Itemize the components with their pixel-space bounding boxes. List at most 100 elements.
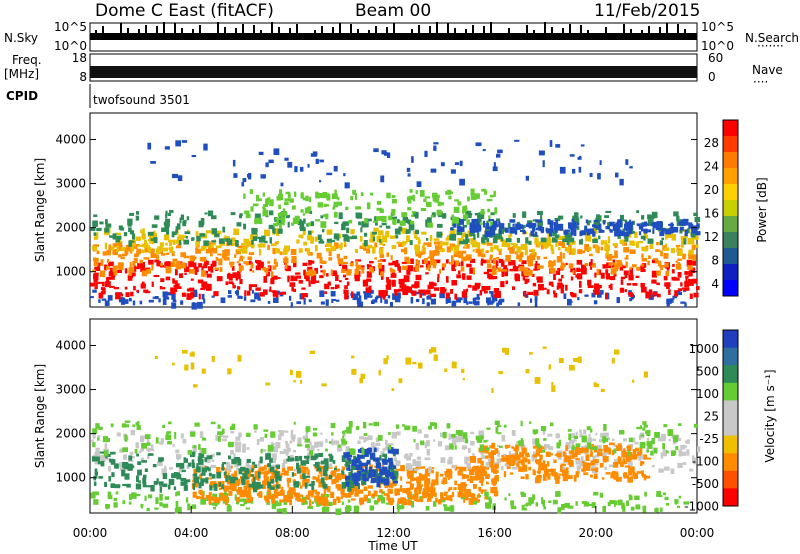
echo-cell: [116, 244, 123, 251]
echo-cell: [377, 259, 383, 263]
echo-cell: [330, 491, 335, 499]
echo-cell: [461, 291, 468, 298]
echo-cell: [675, 244, 681, 248]
echo-cell: [277, 212, 283, 217]
echo-cell: [427, 264, 431, 267]
freq-ytick-top: 18: [72, 51, 87, 65]
echo-cell: [335, 299, 340, 302]
echo-cell: [369, 505, 374, 511]
echo-cell: [557, 282, 563, 289]
echo-cell: [396, 292, 401, 299]
echo-cell: [583, 502, 589, 507]
colorbar-tick-label: 25: [704, 410, 719, 424]
echo-cell: [461, 250, 467, 254]
echo-cell: [250, 500, 254, 504]
echo-cell: [273, 228, 276, 234]
echo-cell: [208, 266, 212, 272]
nsky-spike: [253, 25, 255, 33]
echo-cell: [678, 423, 682, 427]
echo-cell: [145, 434, 151, 440]
echo-cell: [326, 243, 333, 248]
echo-cell: [565, 284, 568, 291]
echo-cell: [496, 474, 499, 482]
echo-cell: [675, 263, 682, 270]
echo-cell: [203, 298, 206, 304]
echo-cell: [413, 469, 417, 473]
echo-cell: [370, 231, 376, 239]
echo-cell: [391, 195, 396, 199]
echo-cell: [205, 248, 211, 254]
echo-cell: [285, 265, 291, 272]
echo-cell: [641, 286, 647, 293]
echo-cell: [271, 243, 277, 247]
echo-cell: [344, 293, 349, 300]
echo-cell: [674, 290, 679, 297]
echo-cell: [647, 444, 653, 449]
echo-cell: [546, 289, 550, 295]
echo-cell: [355, 425, 360, 430]
echo-cell: [569, 452, 573, 459]
echo-cell: [151, 224, 158, 228]
echo-cell: [275, 262, 278, 267]
echo-cell: [415, 298, 420, 303]
echo-cell: [112, 265, 117, 273]
echo-cell: [324, 476, 329, 480]
echo-cell: [619, 287, 625, 293]
echo-cell: [110, 451, 116, 455]
echo-cell: [474, 212, 479, 216]
echo-cell: [169, 467, 174, 470]
echo-cell: [273, 258, 277, 265]
echo-cell: [295, 371, 302, 378]
echo-cell: [367, 473, 373, 479]
echo-cell: [584, 263, 589, 267]
echo-cell: [656, 241, 659, 246]
echo-cell: [555, 144, 561, 148]
echo-cell: [694, 216, 701, 223]
echo-cell: [673, 435, 679, 443]
time-axis-ticks: 00:00 04:00 08:00 12:00 16:00 20:00 00:00: [73, 506, 714, 540]
echo-cell: [434, 422, 437, 429]
echo-cell: [455, 260, 460, 266]
echo-cell: [487, 269, 492, 273]
echo-cell: [259, 437, 264, 442]
nsearch-ytick-top: 10^5: [701, 20, 734, 34]
echo-cell: [472, 497, 478, 501]
echo-cell: [446, 276, 449, 283]
echo-cell: [542, 430, 546, 435]
echo-cell: [576, 467, 581, 475]
echo-cell: [377, 434, 383, 441]
echo-cell: [299, 379, 302, 384]
echo-cell: [373, 227, 379, 232]
echo-cell: [462, 378, 465, 381]
echo-cell: [426, 238, 429, 241]
echo-cell: [379, 208, 384, 214]
echo-cell: [98, 426, 103, 430]
echo-cell: [483, 440, 488, 443]
echo-cell: [183, 239, 189, 245]
echo-cell: [429, 252, 433, 260]
echo-cell: [105, 454, 108, 459]
echo-cell: [303, 298, 306, 305]
echo-cell: [356, 468, 361, 474]
echo-cell: [385, 444, 389, 450]
echo-cell: [228, 455, 232, 460]
echo-cell: [415, 190, 418, 195]
echo-cell: [476, 221, 480, 226]
echo-cell: [615, 500, 618, 506]
echo-cell: [282, 248, 288, 255]
echo-cell: [365, 466, 368, 474]
echo-cell: [394, 296, 401, 303]
echo-cell: [208, 467, 211, 472]
echo-cell: [424, 457, 431, 461]
nsky-spike: [569, 24, 571, 33]
echo-cell: [326, 476, 332, 480]
echo-cell: [434, 198, 439, 203]
echo-cell: [584, 294, 589, 297]
echo-cell: [379, 248, 383, 255]
date-label: 11/Feb/2015: [594, 1, 700, 21]
echo-cell: [95, 274, 99, 281]
echo-cell: [201, 437, 207, 441]
echo-cell: [383, 478, 389, 486]
echo-cell: [191, 302, 197, 310]
echo-cell: [451, 438, 457, 446]
